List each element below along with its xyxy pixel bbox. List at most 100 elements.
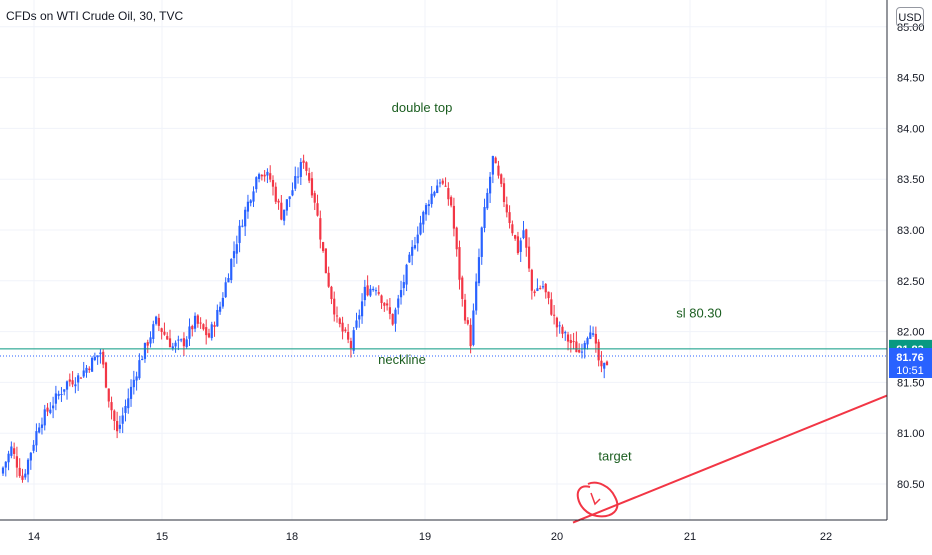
candle-body — [583, 343, 586, 350]
candle-body — [18, 467, 21, 476]
candle-body — [154, 316, 158, 324]
candle-body — [399, 290, 403, 298]
candle-body — [466, 320, 469, 324]
candle-body — [341, 322, 344, 332]
candle-body — [127, 398, 130, 409]
candle-body — [539, 288, 542, 290]
candle-body — [49, 409, 52, 413]
candle-body — [10, 446, 13, 456]
candle-body — [271, 179, 275, 187]
candle-body — [216, 309, 219, 327]
candle-body — [74, 384, 77, 387]
candle-body — [54, 393, 57, 404]
candle-body — [419, 222, 422, 235]
candle-body — [347, 332, 350, 340]
candle-body — [174, 342, 177, 347]
candle-body — [430, 193, 433, 205]
chart-title: CFDs on WTI Crude Oil, 30, TVC — [6, 9, 184, 23]
candle-body — [374, 290, 378, 292]
candle-body — [299, 162, 302, 177]
candle-body — [232, 251, 236, 259]
candle-body — [413, 245, 417, 249]
price-tick-label: 84.50 — [897, 73, 925, 85]
currency-button[interactable]: USD — [896, 7, 924, 27]
candle-body — [550, 299, 553, 315]
price-tick-label: 82.50 — [897, 276, 925, 288]
candle-body — [438, 182, 442, 184]
candle-body — [249, 200, 252, 204]
candle-body — [196, 315, 199, 324]
candle-body — [252, 191, 255, 202]
candle-body — [219, 306, 222, 312]
candle-body — [283, 209, 286, 221]
candle-body — [24, 473, 27, 478]
candle-body — [85, 367, 88, 373]
candle-body — [274, 186, 277, 202]
candle-body — [397, 298, 400, 308]
candle-body — [193, 315, 197, 329]
target-line — [572, 394, 888, 524]
candle-body — [294, 176, 297, 189]
candle-body — [146, 342, 149, 346]
candle-body — [547, 291, 550, 299]
candle-body — [553, 314, 556, 316]
candle-body — [35, 431, 38, 446]
candle-body — [38, 427, 41, 433]
candle-body — [129, 386, 133, 399]
candle-body — [558, 325, 561, 327]
annotation-label: target — [598, 449, 632, 464]
candle-body — [177, 339, 180, 341]
candle-body — [569, 339, 572, 344]
candle-body — [104, 362, 108, 388]
candle-body — [29, 452, 32, 461]
candle-body — [210, 324, 213, 339]
candle-body — [157, 317, 160, 326]
time-tick-label: 18 — [286, 531, 298, 543]
candle-body — [296, 176, 300, 178]
candle-body — [180, 339, 183, 341]
candle-body — [586, 338, 589, 345]
candle-body — [488, 176, 492, 194]
time-tick-label: 15 — [156, 531, 168, 543]
candle-body — [319, 218, 322, 240]
candle-body — [594, 333, 597, 344]
candle-body — [277, 200, 280, 203]
annotation-label: neckline — [378, 352, 426, 367]
candle-body — [458, 247, 461, 280]
current-price-value: 81.76 — [896, 352, 924, 364]
candle-body — [88, 368, 91, 370]
candle-body — [288, 196, 291, 200]
candle-body — [107, 388, 110, 402]
candle-body — [391, 313, 394, 325]
candle-body — [477, 257, 481, 284]
candle-body — [561, 326, 564, 334]
candle-body — [238, 225, 241, 243]
candle-body — [514, 235, 517, 239]
candle-body — [580, 351, 584, 353]
price-tick-label: 80.50 — [897, 479, 925, 491]
candle-body — [605, 361, 609, 366]
candle-body — [82, 370, 85, 377]
price-tick-label: 84.00 — [897, 123, 925, 135]
candle-body — [455, 227, 458, 250]
bar-countdown: 10:51 — [896, 365, 924, 377]
candle-body — [46, 407, 49, 412]
candle-body — [355, 320, 358, 328]
candle-body — [349, 340, 353, 349]
time-tick-label: 19 — [419, 531, 431, 543]
candle-body — [533, 291, 536, 294]
annotation-label: sl 80.30 — [676, 305, 722, 320]
candle-body — [452, 205, 456, 229]
candle-body — [244, 209, 247, 227]
candle-body — [603, 362, 606, 369]
candle-body — [135, 376, 138, 381]
candle-body — [121, 415, 124, 424]
candle-body — [90, 357, 94, 372]
candle-body — [335, 315, 339, 317]
time-tick-label: 21 — [684, 531, 696, 543]
candle-body — [536, 288, 539, 292]
candle-body — [352, 330, 355, 351]
candle-body — [422, 211, 425, 225]
